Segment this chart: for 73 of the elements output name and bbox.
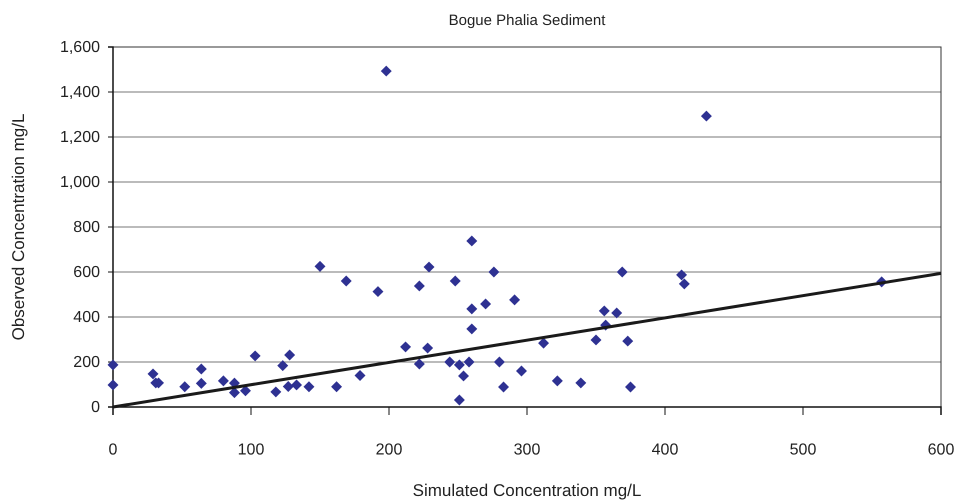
point (516, 366, 527, 376)
point (611, 307, 622, 318)
point (414, 280, 425, 292)
point (148, 368, 158, 380)
point (488, 266, 500, 278)
chart-title: Bogue Phalia Sediment (448, 12, 606, 29)
point (622, 336, 634, 347)
point (509, 294, 520, 306)
point (277, 360, 288, 372)
point (240, 385, 251, 396)
point (466, 303, 478, 314)
point (303, 381, 314, 392)
point (494, 356, 505, 368)
x-tick-label: 400 (652, 441, 678, 458)
point (450, 276, 461, 286)
y-tick-label: 1,400 (60, 84, 100, 102)
point (700, 110, 712, 122)
point (590, 334, 602, 346)
point (625, 382, 636, 392)
point (538, 338, 550, 349)
point (598, 305, 610, 316)
point (282, 381, 294, 392)
y-tick-label: 800 (73, 219, 100, 236)
x-tick-label: 600 (928, 441, 954, 458)
y-tick-label: 1,000 (60, 174, 100, 192)
point (422, 342, 434, 354)
y-tick-label: 1,200 (60, 129, 100, 146)
point (380, 66, 392, 77)
point (414, 358, 425, 370)
x-tick-label: 100 (238, 441, 264, 458)
point (458, 370, 469, 382)
point (250, 350, 261, 362)
point (179, 381, 190, 392)
point (108, 359, 118, 370)
point (464, 356, 475, 368)
point (218, 375, 229, 386)
point (466, 323, 478, 334)
x-axis-title: Simulated Concentration mg/L (412, 481, 642, 500)
point (270, 386, 282, 398)
point (196, 364, 207, 374)
point (498, 382, 510, 392)
x-tick-label: 500 (790, 441, 816, 458)
point (291, 379, 302, 390)
point (372, 286, 384, 298)
point (108, 379, 118, 390)
y-tick-label: 0 (91, 399, 100, 416)
x-tick-label: 200 (376, 441, 402, 458)
point (444, 356, 456, 368)
x-tick-label: 300 (514, 441, 540, 458)
point (196, 378, 207, 389)
y-tick-label: 200 (73, 354, 100, 372)
y-axis-title: Observed Concentration mg/L (9, 114, 28, 340)
point (552, 375, 563, 386)
x-tick-label: 0 (108, 441, 118, 458)
point (616, 266, 628, 278)
point (466, 235, 478, 246)
point (400, 341, 412, 352)
point (454, 359, 465, 370)
point (424, 262, 434, 273)
point (676, 269, 688, 280)
point (575, 377, 586, 388)
point (228, 387, 240, 398)
y-tick-label: 1,600 (60, 39, 100, 56)
point (340, 276, 352, 286)
point (454, 394, 465, 406)
y-tick-label: 400 (73, 309, 100, 326)
point (331, 381, 342, 392)
point (354, 370, 366, 381)
point (480, 298, 492, 310)
point (284, 350, 296, 360)
point (314, 260, 326, 272)
y-tick-label: 600 (73, 264, 100, 282)
point (678, 278, 690, 290)
